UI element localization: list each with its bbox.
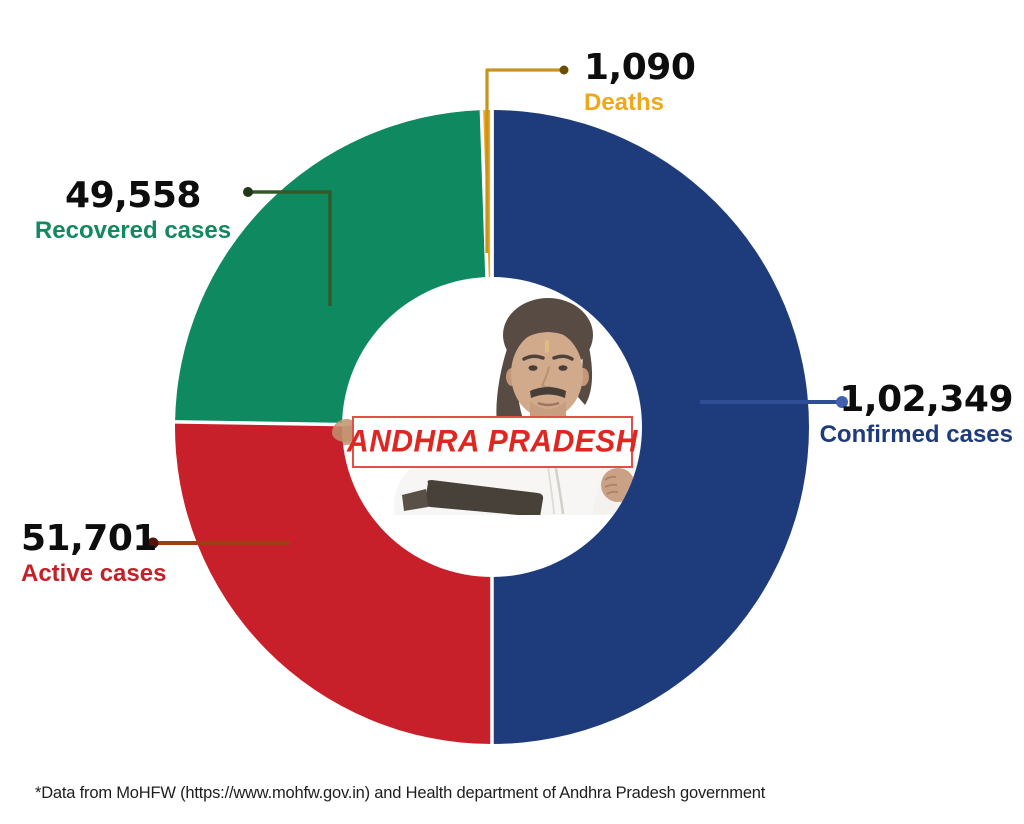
eyebrow-left [522, 354, 545, 361]
confirmed-value: 1,02,349 [839, 379, 1013, 420]
active-label: Active cases [21, 560, 167, 587]
hair-fringe [510, 313, 586, 365]
dark-object [424, 480, 544, 515]
recovered-label: Recovered cases [34, 217, 232, 244]
mouth [537, 401, 560, 407]
active-stat: 51,701 Active cases [21, 520, 166, 587]
state-name-banner: ANDHRA PRADESH [347, 416, 637, 468]
deaths-leader-dot [559, 65, 569, 75]
eye-right [558, 365, 568, 371]
mustache [530, 387, 566, 398]
recovered-value: 49,558 [65, 175, 201, 216]
tilaka-mark [545, 340, 549, 353]
dark-object-strap [402, 489, 428, 511]
cm-figure [342, 298, 640, 515]
deaths-value: 1,090 [584, 47, 696, 88]
eye-left [528, 365, 538, 371]
data-source-note: *Data from MoHFW (https://www.mohfw.gov.… [35, 784, 766, 802]
confirmed-label: Confirmed cases [819, 421, 1013, 448]
slice-confirmed-cases[interactable] [492, 110, 809, 744]
confirmed-stat: 1,02,349 Confirmed cases [819, 379, 1014, 448]
eyebrow-right [552, 354, 574, 361]
active-value: 51,701 [21, 518, 157, 559]
fist-fingers [604, 475, 619, 495]
state-name-text: ANDHRA PRADESH [347, 424, 638, 459]
deaths-stat: 1,090 Deaths [584, 47, 696, 116]
deaths-label: Deaths [584, 89, 665, 116]
recovered-stat: 49,558 Recovered cases [26, 177, 240, 244]
